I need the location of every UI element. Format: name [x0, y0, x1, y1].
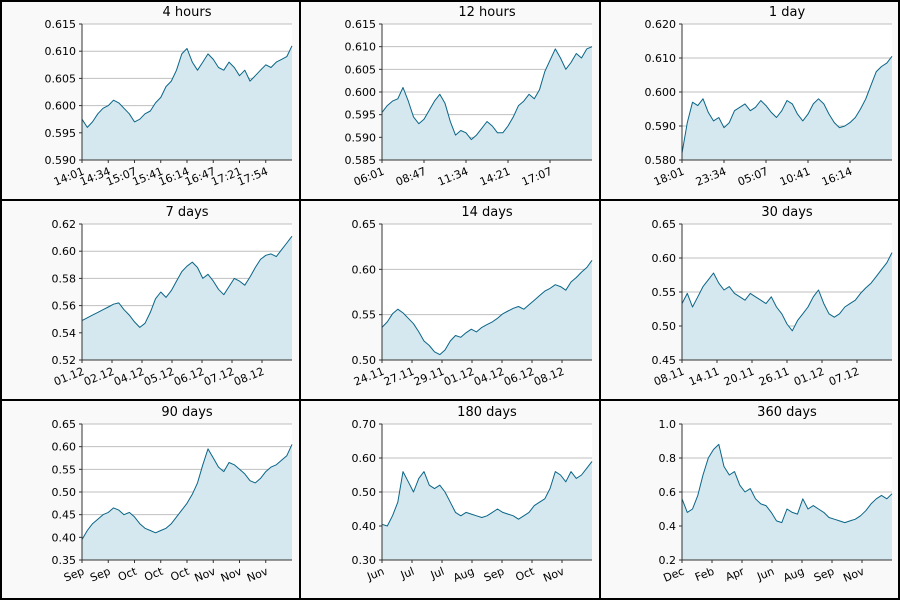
chart-title: 180 days	[457, 405, 517, 420]
y-tick-label: 0.60	[52, 245, 77, 258]
y-tick-label: 0.60	[652, 252, 677, 265]
y-tick-label: 0.580	[645, 154, 677, 167]
y-tick-label: 0.590	[345, 131, 377, 144]
chart-title: 12 hours	[458, 5, 515, 20]
y-tick-label: 0.52	[52, 354, 77, 367]
chart-title: 7 days	[165, 205, 208, 220]
y-tick-label: 0.40	[52, 531, 77, 544]
series-line	[681, 443, 893, 524]
y-tick-label: 0.60	[52, 441, 77, 454]
series-area	[682, 56, 892, 160]
chart-title: 90 days	[161, 405, 213, 420]
x-tick-label: Jun	[754, 565, 776, 584]
y-tick-label: 0.65	[352, 218, 377, 231]
series-line	[381, 260, 593, 356]
y-tick-label: 0.590	[645, 120, 677, 133]
y-tick-label: 0.65	[652, 218, 677, 231]
series-line	[81, 235, 293, 328]
x-tick-label: Jul	[398, 565, 416, 582]
series-line	[381, 461, 593, 527]
y-tick-label: 0.6	[659, 486, 677, 499]
series-line	[81, 444, 293, 540]
y-tick-label: 0.45	[52, 509, 77, 522]
y-tick-label: 0.8	[659, 452, 677, 465]
y-tick-label: 0.615	[345, 18, 377, 31]
y-tick-label: 0.35	[52, 554, 77, 567]
series-line	[81, 45, 293, 128]
series-area	[682, 252, 892, 360]
y-tick-label: 0.610	[345, 41, 377, 54]
series-area	[82, 236, 292, 360]
y-tick-label: 0.55	[652, 286, 677, 299]
chart-title: 360 days	[757, 405, 817, 420]
y-tick-label: 0.610	[645, 52, 677, 65]
y-tick-label: 0.50	[52, 486, 77, 499]
y-tick-label: 0.30	[352, 554, 377, 567]
y-tick-label: 0.70	[352, 418, 377, 431]
y-tick-label: 1.0	[659, 418, 677, 431]
y-tick-label: 0.45	[652, 354, 677, 367]
series-line	[381, 46, 593, 141]
y-tick-label: 0.590	[45, 154, 77, 167]
series-area	[82, 45, 292, 160]
y-tick-label: 0.62	[52, 218, 77, 231]
y-tick-label: 0.58	[52, 272, 77, 285]
y-tick-label: 0.585	[345, 154, 377, 167]
chart-title: 30 days	[761, 205, 813, 220]
series-area	[382, 260, 592, 360]
series-area	[82, 444, 292, 560]
series-area	[382, 46, 592, 161]
x-tick-label: Jun	[364, 565, 386, 584]
chart-panel: 0.520.540.560.580.600.6201.1202.1204.120…	[52, 205, 293, 389]
y-tick-label: 0.610	[45, 45, 77, 58]
y-tick-label: 0.2	[659, 554, 677, 567]
y-tick-label: 0.60	[352, 263, 377, 276]
y-tick-label: 0.65	[52, 418, 77, 431]
y-tick-label: 0.50	[352, 354, 377, 367]
y-tick-label: 0.605	[345, 63, 377, 76]
y-tick-label: 0.55	[352, 309, 377, 322]
y-tick-label: 0.595	[345, 109, 377, 122]
y-tick-label: 0.56	[52, 300, 77, 313]
x-tick-label: Jul	[428, 565, 446, 582]
y-tick-label: 0.620	[645, 18, 677, 31]
y-tick-label: 0.54	[52, 327, 77, 340]
series-line	[681, 55, 893, 154]
chart-title: 14 days	[461, 205, 513, 220]
y-tick-label: 0.600	[645, 86, 677, 99]
y-tick-label: 0.55	[52, 463, 77, 476]
y-tick-label: 0.40	[352, 520, 377, 533]
y-tick-label: 0.595	[45, 127, 77, 140]
y-tick-label: 0.60	[352, 452, 377, 465]
y-tick-label: 0.600	[45, 100, 77, 113]
y-tick-label: 0.605	[45, 72, 77, 85]
series-area	[382, 461, 592, 560]
y-tick-label: 0.50	[652, 320, 677, 333]
series-area	[682, 444, 892, 560]
chart-title: 4 hours	[163, 5, 212, 20]
y-tick-label: 0.615	[45, 18, 77, 31]
series-line	[681, 252, 893, 332]
y-tick-label: 0.50	[352, 486, 377, 499]
y-tick-label: 0.600	[345, 86, 377, 99]
chart-title: 1 day	[769, 5, 806, 20]
y-tick-label: 0.4	[659, 520, 677, 533]
